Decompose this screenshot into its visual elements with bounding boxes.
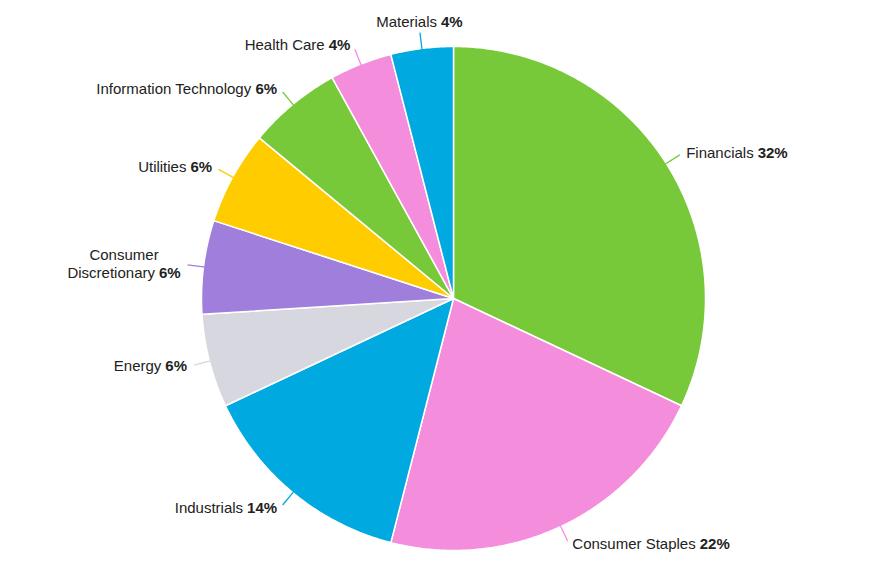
svg-text:Health Care: Health Care	[245, 36, 325, 53]
svg-text:Industrials: Industrials	[175, 499, 243, 516]
svg-text:6%: 6%	[255, 80, 277, 97]
svg-text:4%: 4%	[329, 36, 351, 53]
svg-text:Financials: Financials	[686, 144, 754, 161]
svg-text:14%: 14%	[247, 499, 277, 516]
svg-text:6%: 6%	[159, 264, 181, 281]
svg-text:Consumer: Consumer	[89, 246, 158, 263]
svg-text:Discretionary: Discretionary	[67, 264, 155, 281]
svg-text:Information Technology: Information Technology	[96, 80, 251, 97]
svg-text:6%: 6%	[165, 357, 187, 374]
svg-text:32%: 32%	[758, 144, 788, 161]
svg-text:Energy: Energy	[114, 357, 162, 374]
svg-text:4%: 4%	[441, 13, 463, 30]
svg-text:22%: 22%	[700, 535, 730, 552]
svg-text:6%: 6%	[190, 158, 212, 175]
svg-text:Materials: Materials	[376, 13, 437, 30]
svg-text:Consumer Staples: Consumer Staples	[572, 535, 695, 552]
svg-text:Utilities: Utilities	[138, 158, 186, 175]
